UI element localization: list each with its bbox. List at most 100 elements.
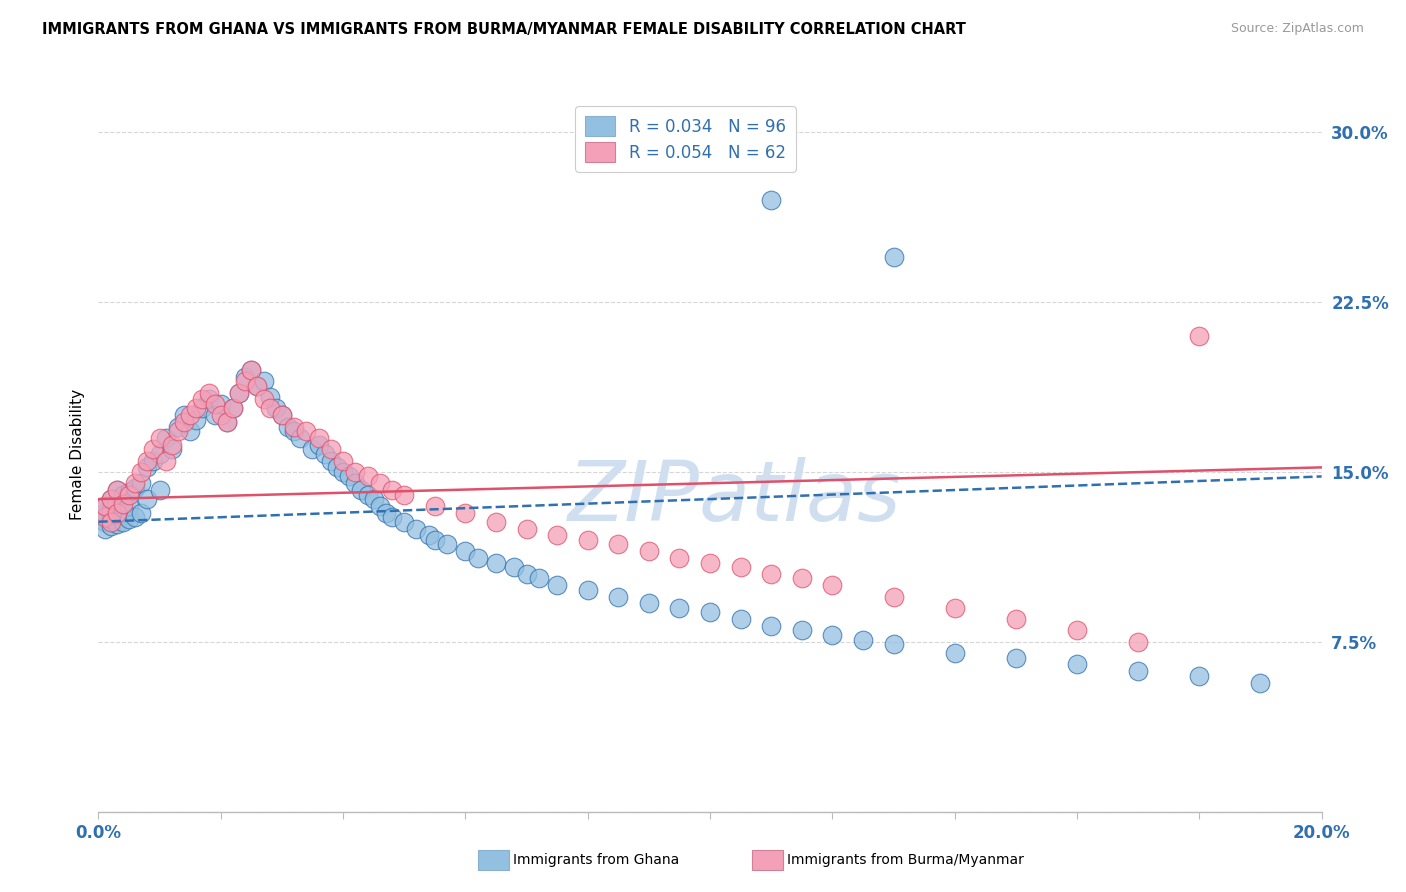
Point <box>191 392 214 407</box>
Point <box>332 453 354 467</box>
Point <box>111 487 134 501</box>
Point <box>381 483 404 497</box>
Point <box>821 628 844 642</box>
Point <box>374 506 396 520</box>
Point <box>179 409 201 423</box>
Point <box>883 637 905 651</box>
Point <box>149 447 172 461</box>
Point <box>118 487 141 501</box>
Point <box>100 492 122 507</box>
Point <box>155 453 177 467</box>
Legend: R = 0.034   N = 96, R = 0.054   N = 62: R = 0.034 N = 96, R = 0.054 N = 62 <box>575 106 796 171</box>
Point <box>252 392 274 407</box>
Point <box>1004 612 1026 626</box>
Point <box>173 409 195 423</box>
Point <box>527 571 550 585</box>
Point <box>204 409 226 423</box>
Point <box>124 510 146 524</box>
Point <box>546 578 568 592</box>
Point <box>93 499 115 513</box>
Point <box>100 503 122 517</box>
Point <box>246 379 269 393</box>
Point <box>129 506 152 520</box>
Point <box>136 453 159 467</box>
Point <box>699 606 721 620</box>
Point <box>883 250 905 264</box>
Point <box>124 481 146 495</box>
Point <box>516 522 538 536</box>
Point <box>852 632 875 647</box>
Point <box>392 487 416 501</box>
Point <box>454 544 477 558</box>
Point <box>129 476 152 491</box>
Point <box>356 487 378 501</box>
Point <box>215 415 238 429</box>
Point <box>264 401 287 416</box>
Point <box>142 442 165 457</box>
Point <box>186 413 208 427</box>
Point <box>277 419 299 434</box>
Text: Immigrants from Ghana: Immigrants from Ghana <box>513 853 679 867</box>
Point <box>259 390 281 404</box>
Point <box>111 497 134 511</box>
Point <box>363 492 385 507</box>
Point <box>699 556 721 570</box>
Point <box>283 424 305 438</box>
Point <box>155 431 177 445</box>
Point <box>191 401 214 416</box>
Point <box>204 397 226 411</box>
Y-axis label: Female Disability: Female Disability <box>69 389 84 521</box>
Point <box>319 442 342 457</box>
Point <box>637 596 661 610</box>
Point <box>344 476 367 491</box>
Point <box>93 506 115 520</box>
Point <box>381 510 404 524</box>
Point <box>209 397 232 411</box>
Text: IMMIGRANTS FROM GHANA VS IMMIGRANTS FROM BURMA/MYANMAR FEMALE DISABILITY CORRELA: IMMIGRANTS FROM GHANA VS IMMIGRANTS FROM… <box>42 22 966 37</box>
Point <box>730 560 752 574</box>
Point <box>290 431 312 445</box>
Point <box>326 460 349 475</box>
Point <box>405 522 427 536</box>
Point <box>270 409 292 423</box>
Point <box>943 646 966 660</box>
Point <box>943 600 966 615</box>
Point <box>100 519 122 533</box>
Point <box>392 515 416 529</box>
Point <box>136 492 159 507</box>
Point <box>246 379 269 393</box>
Point <box>1188 329 1211 343</box>
Point <box>730 612 752 626</box>
Point <box>368 476 391 491</box>
Point <box>1188 669 1211 683</box>
Point <box>790 624 813 638</box>
Point <box>368 499 391 513</box>
Point <box>167 424 190 438</box>
Point <box>100 492 122 507</box>
Point <box>308 431 330 445</box>
Point <box>1249 675 1271 690</box>
Point <box>270 409 292 423</box>
Point <box>1066 657 1088 672</box>
Point <box>160 438 183 452</box>
Point <box>576 582 599 597</box>
Point <box>259 401 281 416</box>
Point <box>759 193 782 207</box>
Point <box>105 506 128 520</box>
Point <box>167 419 190 434</box>
Point <box>883 590 905 604</box>
Point <box>105 497 128 511</box>
Point <box>1128 635 1150 649</box>
Point <box>790 571 813 585</box>
Point <box>173 415 195 429</box>
Point <box>118 512 141 526</box>
Point <box>485 515 508 529</box>
Point <box>759 619 782 633</box>
Point <box>319 453 342 467</box>
Point <box>546 528 568 542</box>
Point <box>356 469 378 483</box>
Point <box>607 590 630 604</box>
Point <box>467 551 489 566</box>
Point <box>332 465 354 479</box>
Point <box>215 415 238 429</box>
